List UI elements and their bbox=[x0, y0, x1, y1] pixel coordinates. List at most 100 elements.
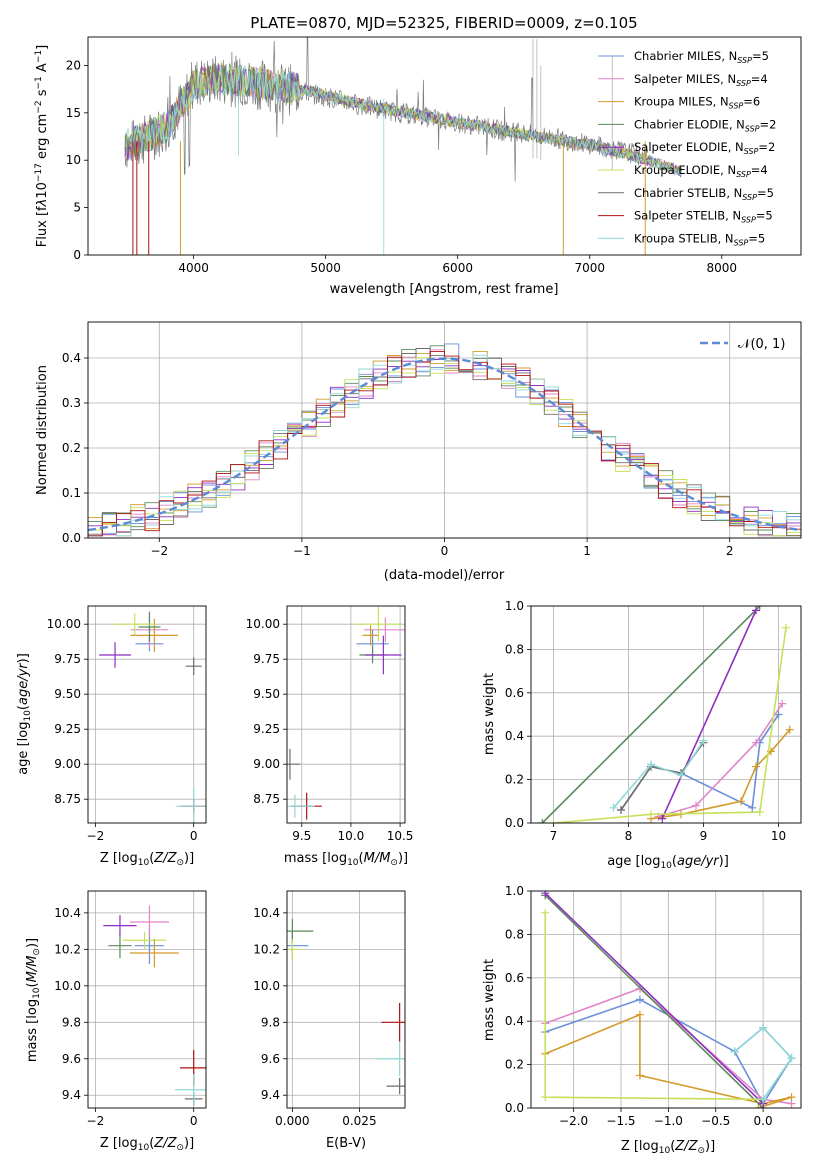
weight-age-point-marker bbox=[692, 801, 700, 810]
weight-z-ytick-label: 1.0 bbox=[505, 884, 524, 898]
weight-z-xlabel: Z [log10(Z/Z⊙)] bbox=[621, 1139, 715, 1156]
residuals-ytick-label: 0.0 bbox=[62, 531, 81, 545]
spectrum-xlabel: wavelength [Angstrom, rest frame] bbox=[330, 282, 559, 297]
residuals-xtick-label: −2 bbox=[150, 544, 168, 558]
age-mass-plot-area bbox=[287, 606, 405, 820]
residual-histogram-series bbox=[88, 350, 801, 537]
weight-age-axes: 7 8 9 10 0.0 0.2 0.4 0.6 0.8 1.0 bbox=[505, 599, 802, 843]
legend-entry: Chabrier ELODIE, NSSP=2 bbox=[634, 117, 776, 133]
mass-z-axes: −2 0 9.4 9.6 9.8 10.0 10.2 10.4 bbox=[54, 890, 207, 1128]
weight-z-point-marker bbox=[787, 1054, 796, 1063]
residuals-xlabel: (data-model)/error bbox=[384, 568, 505, 583]
age-mass-xtick-label: 10.5 bbox=[387, 829, 414, 843]
weight-age-point-marker bbox=[609, 803, 618, 812]
weight-age-point-marker bbox=[658, 814, 667, 823]
weight-z-ylabel: mass weight bbox=[482, 959, 497, 1041]
weight-z-xtick-label: −1.5 bbox=[606, 1114, 635, 1128]
residuals-ylabel: Normed distribution bbox=[35, 365, 50, 495]
figure-title: PLATE=0870, MJD=52325, FIBERID=0009, z=0… bbox=[250, 14, 637, 32]
weight-age-point-marker bbox=[752, 606, 760, 615]
age-mass-axes: 9.5 10.0 10.5 8.75 9.00 9.25 9.50 9.75 10.00 bbox=[246, 605, 414, 843]
weight-age-xtick-label: 10 bbox=[771, 829, 786, 843]
weight-age-ytick-label: 0.2 bbox=[505, 773, 524, 787]
weight-z-series-line bbox=[544, 894, 764, 1108]
weight-age-point-marker bbox=[647, 760, 655, 769]
age-z-ytick-label: 8.75 bbox=[54, 792, 81, 806]
mass-ebv-ytick-label: 9.8 bbox=[261, 1015, 280, 1029]
mass-z-xtick-label: −2 bbox=[87, 1114, 105, 1128]
age-mass-ytick-label: 8.75 bbox=[253, 792, 280, 806]
spectrum-plot-area bbox=[124, 37, 682, 255]
legend-entry: Kroupa MILES, NSSP=6 bbox=[634, 95, 760, 111]
weight-age-xtick-label: 8 bbox=[625, 829, 633, 843]
weight-age-point-marker bbox=[755, 606, 764, 610]
weight-z-plot-area bbox=[541, 891, 796, 1108]
spectrum-xtick-label: 6000 bbox=[442, 261, 473, 275]
weight-age-point-marker bbox=[752, 762, 760, 771]
mass-ebv-ytick-label: 10.2 bbox=[253, 942, 280, 956]
mass-z-xlabel: Z [log10(Z/Z⊙)] bbox=[100, 1136, 194, 1153]
weight-age-ytick-label: 1.0 bbox=[505, 599, 524, 613]
age-mass-xtick-label: 9.5 bbox=[292, 829, 311, 843]
weight-age-ylabel: mass weight bbox=[482, 673, 497, 755]
mass-ebv-ytick-label: 10.4 bbox=[253, 906, 280, 920]
mass-z-ytick-label: 10.2 bbox=[54, 942, 81, 956]
residuals-ytick-label: 0.4 bbox=[62, 351, 81, 365]
mass-z-ytick-label: 9.4 bbox=[62, 1088, 81, 1102]
weight-age-series-line bbox=[658, 703, 783, 818]
spectrum-ytick-label: 10 bbox=[66, 153, 81, 167]
age-z-ytick-label: 9.25 bbox=[54, 722, 81, 736]
weight-z-xtick-label: −2.0 bbox=[559, 1114, 588, 1128]
weight-age-point-marker bbox=[778, 699, 787, 708]
weight-z-point-marker bbox=[787, 1093, 796, 1102]
residuals-ytick-label: 0.2 bbox=[62, 441, 81, 455]
mass-z-ytick-label: 9.6 bbox=[62, 1052, 81, 1066]
age-z-ytick-label: 9.75 bbox=[54, 652, 81, 666]
mass-ebv-plot-area bbox=[287, 919, 405, 1095]
age-z-xlabel: Z [log10(Z/Z⊙)] bbox=[100, 851, 194, 868]
weight-z-ytick-label: 0.4 bbox=[505, 1014, 524, 1028]
weight-age-point-marker bbox=[617, 805, 625, 814]
weight-z-xtick-label: −1.0 bbox=[654, 1114, 683, 1128]
spectrum-xtick-label: 8000 bbox=[707, 261, 738, 275]
mass-ebv-axes: 0.000 0.025 9.4 9.6 9.8 10.0 10.2 10.4 bbox=[253, 890, 406, 1128]
age-z-ytick-label: 9.00 bbox=[54, 757, 81, 771]
mass-z-ylabel: mass [log10(M/M⊙)] bbox=[25, 938, 42, 1062]
age-mass-ytick-label: 9.50 bbox=[253, 687, 280, 701]
weight-z-ytick-label: 0.2 bbox=[505, 1058, 524, 1072]
age-mass-ytick-label: 9.75 bbox=[253, 652, 280, 666]
age-mass-ytick-label: 9.25 bbox=[253, 722, 280, 736]
weight-age-series-line bbox=[612, 740, 705, 809]
age-mass-xtick-label: 10.0 bbox=[338, 829, 365, 843]
weight-z-series-line bbox=[544, 1013, 792, 1108]
weight-age-series-line bbox=[553, 627, 787, 823]
mass-ebv-xtick-label: 0.025 bbox=[342, 1114, 376, 1128]
weight-age-series-line bbox=[661, 609, 757, 820]
legend-entry: Chabrier MILES, NSSP=5 bbox=[634, 49, 769, 65]
normal-reference-curve bbox=[88, 357, 801, 532]
spectrum-ytick-label: 0 bbox=[73, 248, 81, 262]
mass-ebv-ytick-label: 10.0 bbox=[253, 979, 280, 993]
age-z-xtick-label: 0 bbox=[190, 829, 198, 843]
weight-age-point-marker bbox=[782, 623, 790, 632]
weight-age-point-marker bbox=[549, 819, 558, 823]
weight-age-point-marker bbox=[785, 725, 794, 734]
age-z-axes: −2 0 8.75 9.00 9.25 9.50 9.75 10.00 bbox=[47, 605, 207, 843]
histogram-plot-area bbox=[88, 343, 801, 537]
weight-age-point-marker bbox=[755, 808, 764, 817]
weight-z-point-marker bbox=[541, 891, 550, 898]
weight-age-ytick-label: 0.6 bbox=[505, 686, 524, 700]
age-mass-xlabel: mass [log10(M/M⊙)] bbox=[284, 851, 408, 868]
weight-age-point-marker bbox=[737, 797, 745, 806]
weight-z-point-marker bbox=[759, 1023, 768, 1032]
weight-z-point-marker bbox=[759, 1095, 768, 1104]
age-mass-ytick-label: 10.00 bbox=[246, 617, 280, 631]
spectrum-ytick-label: 15 bbox=[66, 106, 81, 120]
weight-z-point-marker bbox=[635, 1071, 644, 1080]
residuals-axes: −2 −1 0 1 2 0.0 0.1 0.2 0.3 0.4 𝒩(0, 1) bbox=[62, 321, 802, 558]
legend-entry: Salpeter STELIB, NSSP=5 bbox=[634, 209, 773, 225]
weight-age-xtick-label: 7 bbox=[550, 829, 558, 843]
weight-z-point-marker bbox=[541, 908, 550, 917]
weight-age-xlabel: age [log10(age/yr)] bbox=[607, 854, 729, 871]
spectrum-frame bbox=[87, 36, 802, 256]
